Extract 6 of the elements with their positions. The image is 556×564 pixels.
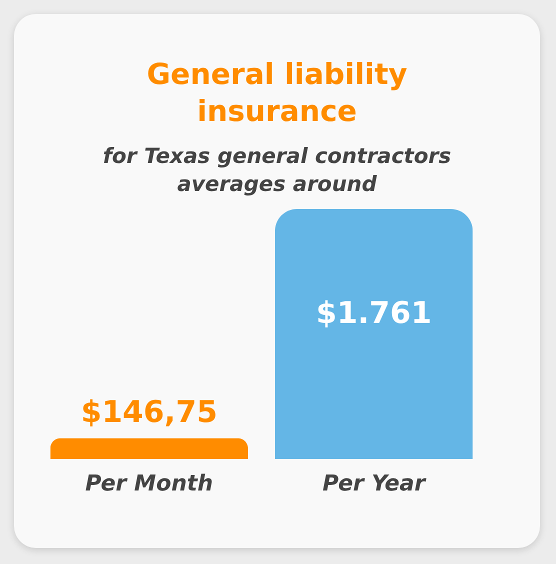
chart-subtitle: for Texas general contractors averages around bbox=[102, 143, 452, 198]
chart-title: General liability insurance bbox=[146, 56, 408, 130]
data-label: $146,75 bbox=[80, 395, 218, 430]
x-tick-label: Per Year bbox=[322, 472, 426, 496]
data-label: $1.761 bbox=[316, 296, 432, 331]
x-tick-label: Per Month bbox=[85, 472, 214, 496]
